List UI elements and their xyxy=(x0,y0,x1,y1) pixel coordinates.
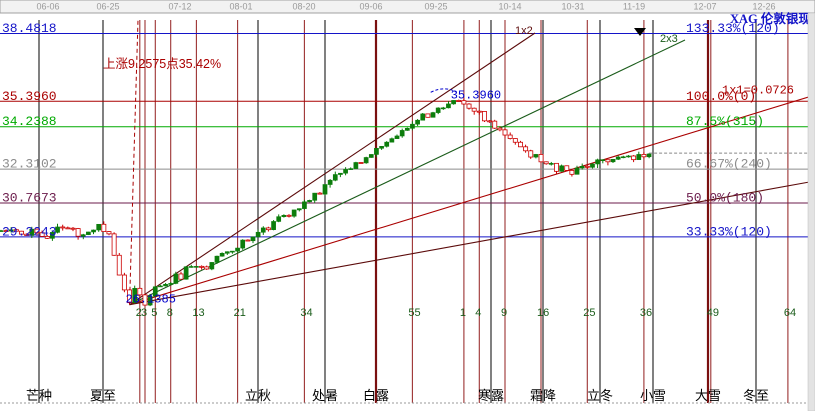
svg-text:34: 34 xyxy=(300,307,312,319)
svg-text:66.67%(240): 66.67%(240) xyxy=(686,157,772,172)
svg-text:处暑: 处暑 xyxy=(312,388,338,403)
svg-text:26.1385: 26.1385 xyxy=(126,293,176,307)
svg-text:夏至: 夏至 xyxy=(90,388,116,403)
svg-text:4: 4 xyxy=(475,307,481,319)
svg-text:XAG 伦敦银现: XAG 伦敦银现 xyxy=(730,11,811,26)
svg-text:33.33%(120): 33.33%(120) xyxy=(686,224,772,239)
svg-text:2x3: 2x3 xyxy=(660,33,678,45)
svg-text:5: 5 xyxy=(151,307,157,319)
svg-text:06-06: 06-06 xyxy=(36,2,59,12)
svg-text:10-31: 10-31 xyxy=(561,2,584,12)
svg-text:35.3960: 35.3960 xyxy=(451,88,501,102)
svg-text:霜降: 霜降 xyxy=(530,388,556,403)
svg-text:09-25: 09-25 xyxy=(424,2,447,12)
svg-text:29.2243: 29.2243 xyxy=(2,224,57,239)
svg-text:32.3102: 32.3102 xyxy=(2,157,57,172)
svg-text:35.3960: 35.3960 xyxy=(2,89,57,104)
svg-text:9: 9 xyxy=(501,307,507,319)
svg-text:小雪: 小雪 xyxy=(640,388,666,403)
svg-text:87.5%(315): 87.5%(315) xyxy=(686,114,764,129)
svg-text:38.4818: 38.4818 xyxy=(2,21,57,36)
svg-text:30.7673: 30.7673 xyxy=(2,191,57,206)
svg-text:06-25: 06-25 xyxy=(96,2,119,12)
svg-text:8: 8 xyxy=(167,307,173,319)
svg-text:25: 25 xyxy=(583,307,595,319)
svg-text:立冬: 立冬 xyxy=(587,388,613,403)
svg-text:08-01: 08-01 xyxy=(229,2,252,12)
svg-text:1x1=0.0726: 1x1=0.0726 xyxy=(722,83,794,97)
svg-text:08-20: 08-20 xyxy=(292,2,315,12)
svg-text:3: 3 xyxy=(141,307,147,319)
svg-text:12-07: 12-07 xyxy=(693,2,716,12)
svg-text:55: 55 xyxy=(408,307,420,319)
svg-text:寒露: 寒露 xyxy=(478,388,504,403)
svg-text:12-26: 12-26 xyxy=(752,2,775,12)
svg-text:上涨9.2575点35.42%: 上涨9.2575点35.42% xyxy=(103,56,221,71)
svg-text:07-12: 07-12 xyxy=(168,2,191,12)
svg-text:大雪: 大雪 xyxy=(695,388,721,403)
svg-text:1: 1 xyxy=(460,307,466,319)
svg-text:1x2: 1x2 xyxy=(515,25,533,37)
svg-text:64: 64 xyxy=(784,307,796,319)
svg-text:34.2388: 34.2388 xyxy=(2,114,57,129)
svg-text:16: 16 xyxy=(537,307,549,319)
svg-text:49: 49 xyxy=(707,307,719,319)
svg-text:50.0%(180): 50.0%(180) xyxy=(686,191,764,206)
svg-text:芒种: 芒种 xyxy=(26,388,52,403)
svg-text:09-06: 09-06 xyxy=(359,2,382,12)
svg-text:立秋: 立秋 xyxy=(245,388,271,403)
svg-text:冬至: 冬至 xyxy=(743,388,769,403)
svg-text:11-19: 11-19 xyxy=(623,2,645,12)
svg-text:21: 21 xyxy=(234,307,246,319)
svg-text:36: 36 xyxy=(640,307,652,319)
svg-text:白露: 白露 xyxy=(363,388,389,403)
svg-text:10-14: 10-14 xyxy=(498,2,521,12)
svg-text:13: 13 xyxy=(192,307,204,319)
